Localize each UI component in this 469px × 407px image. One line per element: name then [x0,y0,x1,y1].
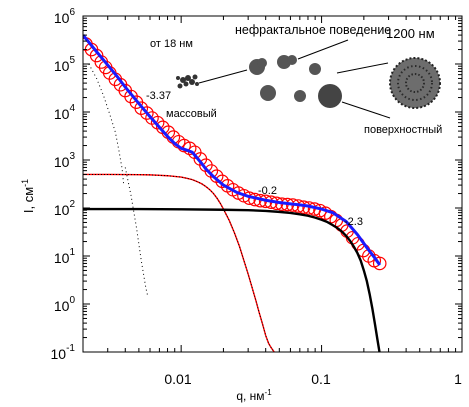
y-tick-label-exponent: 1 [69,247,75,258]
data-point [372,256,387,271]
mass-fractal-component-dotted [124,167,149,298]
y-axis-label: I, см-1 [20,179,36,213]
annotation-nonfractal-text: нефрактальное поведение [235,23,391,37]
y-tick-label-exponent: 6 [69,7,75,18]
y-tick-label: 103 [54,151,76,170]
y-tick-label-base: 10 [51,346,67,362]
x-tick-label: 0.01 [164,371,191,387]
x-axis-label-exponent: -1 [265,388,273,397]
y-tick-label: 100 [54,295,76,314]
y-tick-label-exponent: 2 [69,199,75,210]
annotation-slope-23: -2.3 [344,216,363,228]
data-point [204,164,219,178]
callout-lines [198,39,391,119]
y-tick-label-base: 10 [54,154,70,170]
y-tick-label-exponent: 3 [69,151,75,162]
annotation-nonfractal: нефрактальное поведение [235,23,391,37]
y-tick-label-base: 10 [54,10,70,26]
large-aggregate-image [389,57,441,109]
nonfractal-component-dots [83,173,275,352]
y-tick-label-base: 10 [54,58,70,74]
fit-curve [83,34,382,266]
aggregate-illustrations [176,39,441,119]
y-tick-label: 105 [54,55,76,74]
annotation-mass: массовый [166,108,217,120]
y-tick-label-exponent: 5 [69,55,75,66]
x-axis-label-text: q, нм [236,389,264,403]
y-tick-label: 10-1 [51,343,76,362]
annotation-from-size: от 18 нм [150,38,193,50]
x-tick-label: 0.1 [311,371,331,387]
y-axis-label-exponent: -1 [20,179,30,187]
small-aggregate-image [176,74,199,89]
y-tick-label-base: 10 [54,106,70,122]
y-tick-label-base: 10 [54,250,70,266]
annotation-size-1200: 1200 нм [386,26,435,41]
y-tick-label-exponent: 4 [69,103,75,114]
nonfractal-particles-image [249,55,342,108]
surface-component-curve [83,207,381,352]
annotation-mass-slope: -3.37 [146,90,171,102]
annotation-slope-02: -0.2 [258,185,277,197]
y-tick-label-base: 10 [54,298,70,314]
y-tick-label: 106 [54,7,76,26]
y-tick-label: 104 [54,103,76,122]
y-tick-label-base: 10 [54,202,70,218]
tick-layer [82,15,462,353]
y-tick-label-exponent: 0 [69,295,75,306]
y-tick-label: 101 [54,247,76,266]
x-tick-label: 1 [454,371,462,387]
x-axis-label: q, нм-1 [236,388,272,403]
y-tick-label: 102 [54,199,76,218]
plot-frame [82,15,463,353]
annotation-surface: поверхностный [364,124,442,136]
data-point [150,115,165,130]
data-point [140,106,154,120]
y-axis-label-text: I, см [21,187,36,213]
x-tick-labels: 0.01 0.1 1 [164,371,462,387]
y-tick-label-exponent: -1 [66,343,75,354]
data-layer [83,34,387,352]
